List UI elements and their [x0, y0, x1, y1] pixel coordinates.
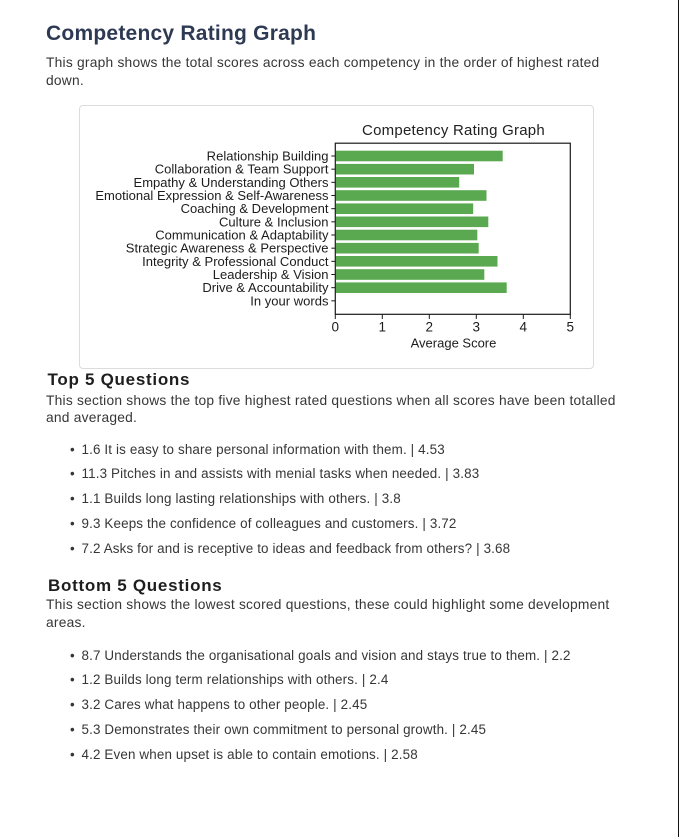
- svg-text:Collaboration & Team Support: Collaboration & Team Support: [155, 162, 329, 177]
- svg-text:Competency Rating Graph: Competency Rating Graph: [362, 122, 545, 139]
- svg-text:3: 3: [473, 320, 481, 335]
- svg-text:Emotional Expression & Self-Aw: Emotional Expression & Self-Awareness: [95, 188, 329, 203]
- svg-text:Leadership & Vision: Leadership & Vision: [213, 267, 329, 282]
- svg-text:Drive & Accountability: Drive & Accountability: [202, 280, 329, 295]
- svg-text:0: 0: [332, 320, 340, 335]
- svg-text:Relationship Building: Relationship Building: [207, 149, 329, 164]
- svg-text:Integrity & Professional Condu: Integrity & Professional Conduct: [142, 254, 329, 269]
- svg-text:Culture & Inclusion: Culture & Inclusion: [219, 214, 329, 229]
- svg-text:5: 5: [567, 320, 575, 335]
- svg-text:In your words: In your words: [250, 293, 329, 308]
- svg-text:4: 4: [520, 320, 528, 335]
- svg-text:Coaching & Development: Coaching & Development: [181, 201, 329, 216]
- svg-text:Communication & Adaptability: Communication & Adaptability: [155, 228, 329, 243]
- svg-text:Average Score: Average Score: [411, 336, 497, 351]
- svg-text:Strategic Awareness & Perspect: Strategic Awareness & Perspective: [126, 241, 329, 256]
- svg-text:2: 2: [426, 320, 434, 335]
- svg-text:1: 1: [379, 320, 387, 335]
- svg-text:Empathy & Understanding Others: Empathy & Understanding Others: [134, 175, 329, 190]
